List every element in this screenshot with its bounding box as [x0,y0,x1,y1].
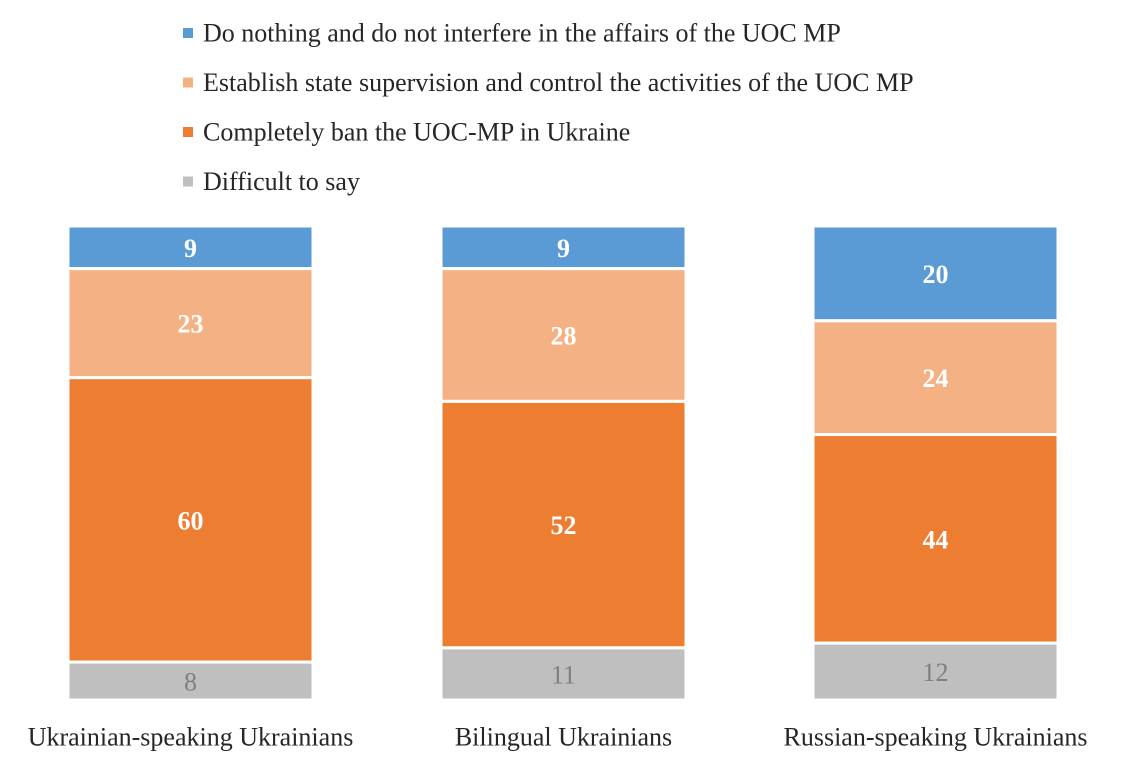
category-label-bilingual-ukrainians: Bilingual Ukrainians [455,723,672,752]
bar-segment-russian-speaking-ukrainians-3 [811,433,1060,645]
category-label-ukrainian-speaking-ukrainians: Ukrainian-speaking Ukrainians [28,723,354,752]
legend-marker-1 [183,28,193,38]
bars: 9 23 60 8 9 28 52 11 20 24 44 12 [66,224,1060,702]
legend: Do nothing and do not interfere in the a… [183,19,914,196]
legend-label-4: Difficult to say [203,167,360,196]
legend-label-1: Do nothing and do not interfere in the a… [203,19,841,48]
bar-segment-russian-speaking-ukrainians-2 [811,319,1060,437]
data-label-bilingual-ukrainians-4: 11 [551,660,576,689]
legend-marker-4 [183,176,193,187]
legend-label-2: Establish state supervision and control … [203,68,914,97]
data-label-russian-speaking-ukrainians-3: 44 [923,525,949,554]
bar-segment-bilingual-ukrainians-2 [439,267,688,403]
bar-segment-bilingual-ukrainians-4 [439,646,688,702]
data-label-ukrainian-speaking-ukrainians-4: 8 [184,668,197,697]
data-label-russian-speaking-ukrainians-4: 12 [923,658,949,687]
legend-marker-2 [183,77,193,88]
data-label-ukrainian-speaking-ukrainians-2: 23 [178,310,204,339]
category-label-russian-speaking-ukrainians: Russian-speaking Ukrainians [783,723,1087,752]
legend-marker-3 [183,127,193,137]
bar-segment-ukrainian-speaking-ukrainians-3 [66,376,315,664]
bar-segment-ukrainian-speaking-ukrainians-4 [66,660,315,702]
data-label-russian-speaking-ukrainians-2: 24 [923,364,949,393]
data-label-bilingual-ukrainians-3: 52 [551,511,577,540]
category-labels: Ukrainian-speaking Ukrainians Bilingual U… [28,723,1088,752]
bar-segment-ukrainian-speaking-ukrainians-2 [66,267,315,380]
legend-label-3: Completely ban the UOC-MP in Ukraine [203,118,630,147]
data-label-russian-speaking-ukrainians-1: 20 [923,260,949,289]
bar-segment-russian-speaking-ukrainians-4 [811,641,1060,702]
data-label-ukrainian-speaking-ukrainians-1: 9 [184,234,197,263]
data-label-bilingual-ukrainians-1: 9 [557,234,570,263]
data-label-ukrainian-speaking-ukrainians-3: 60 [178,506,204,535]
data-label-bilingual-ukrainians-2: 28 [551,322,577,351]
